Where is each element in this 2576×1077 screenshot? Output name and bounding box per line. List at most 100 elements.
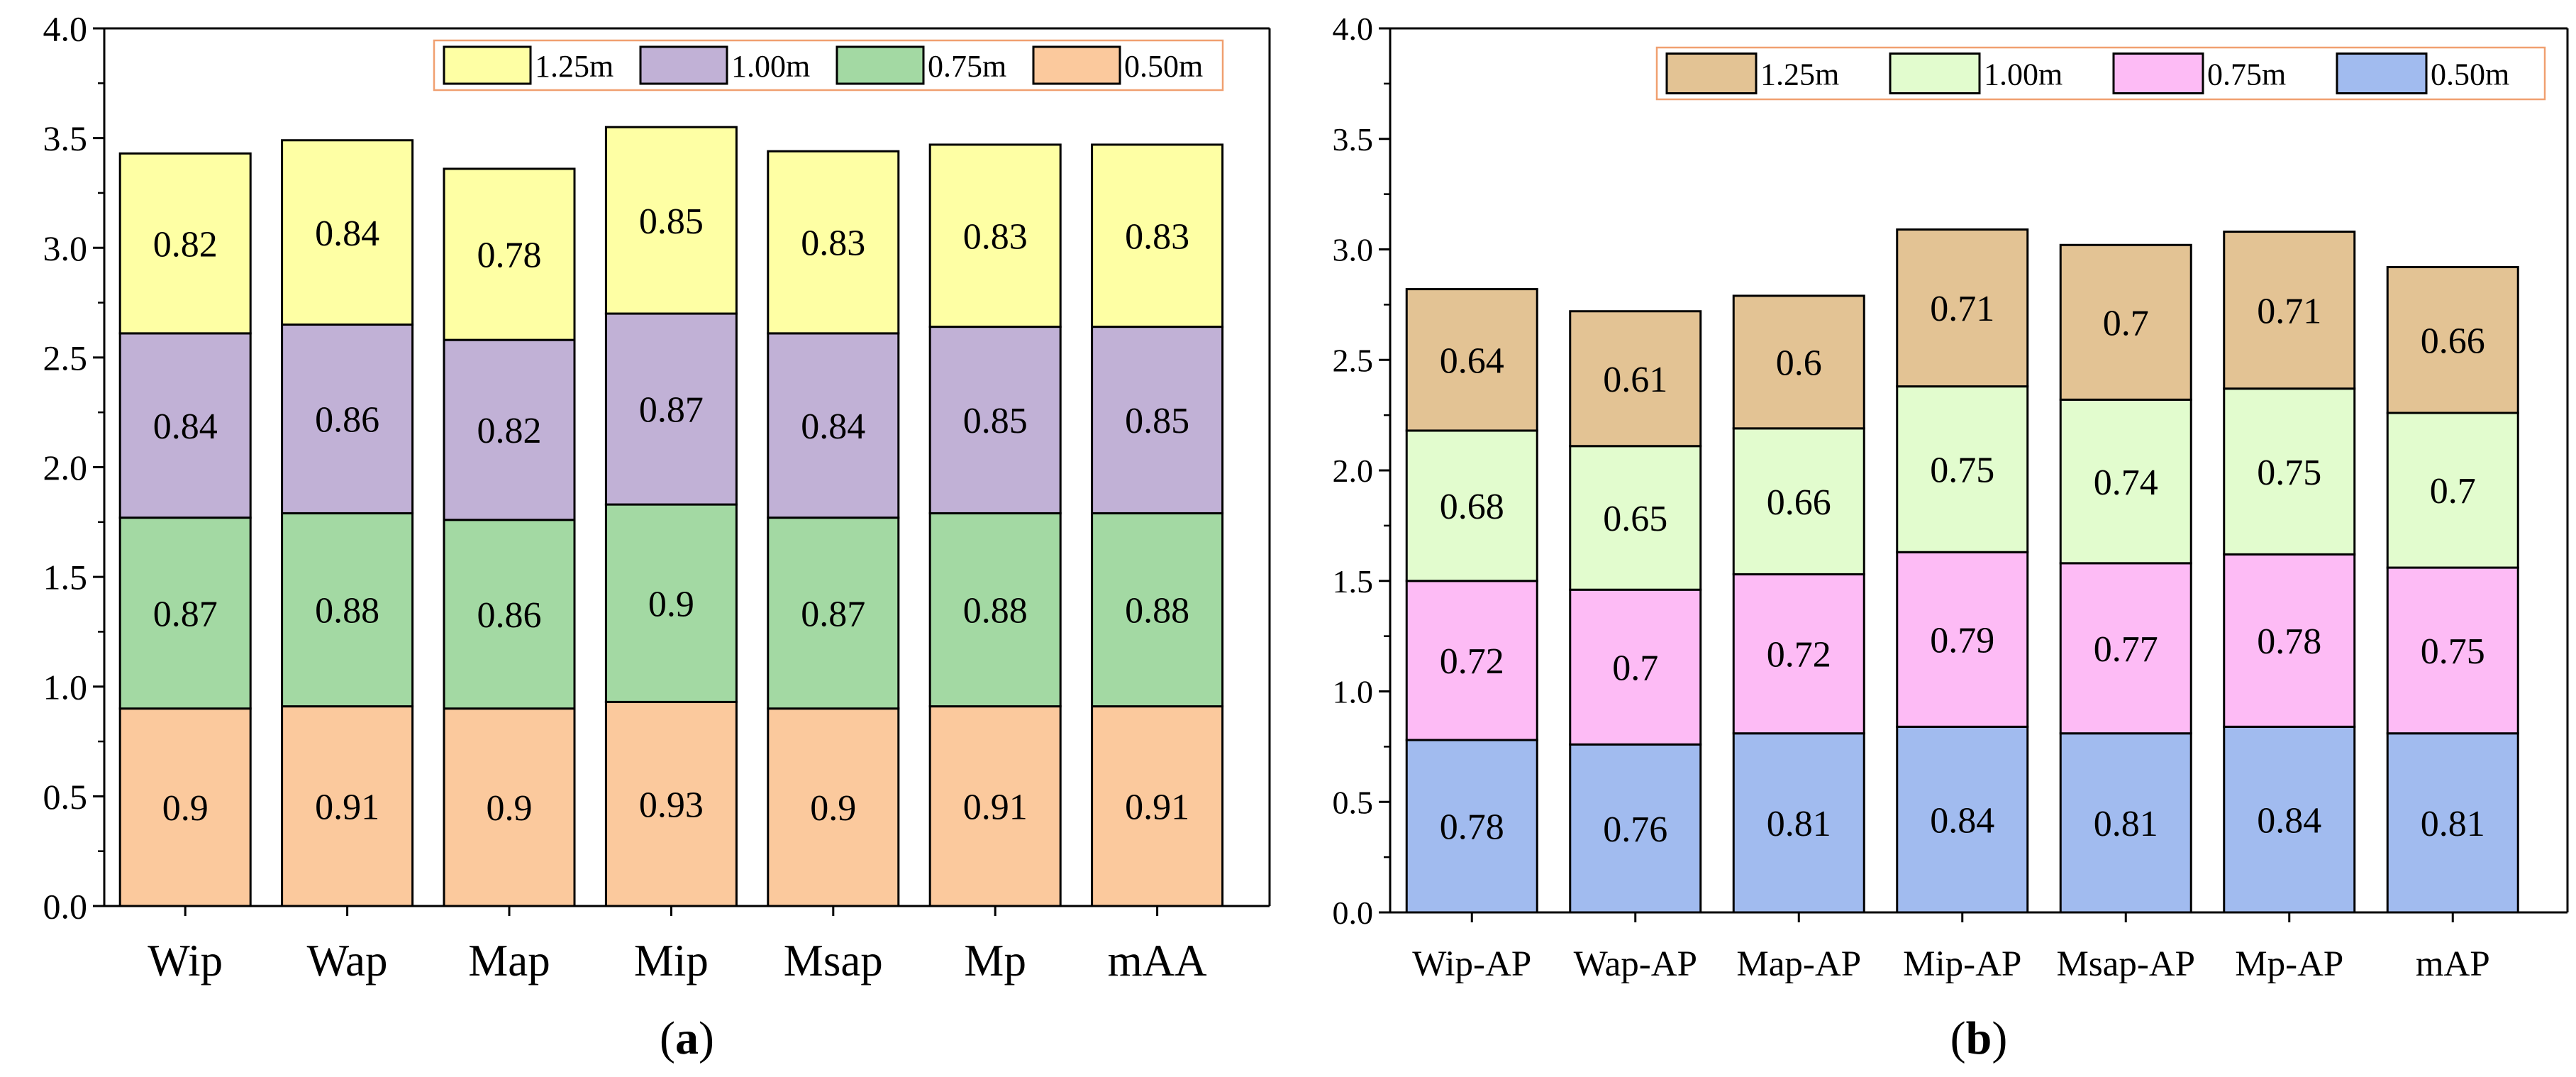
bar-segment [1896, 228, 2029, 388]
bar-segment [1896, 725, 2029, 914]
bar-segment [767, 332, 900, 519]
legend-swatch [2336, 53, 2428, 94]
data-label: 0.75 [2421, 631, 2485, 672]
data-label: 0.88 [315, 591, 379, 631]
bar-segment [1091, 705, 1224, 907]
data-label: 0.91 [1125, 787, 1189, 827]
legend-label: 1.25m [1760, 57, 1839, 92]
bar-segment [2386, 412, 2519, 569]
data-label: 0.81 [2421, 804, 2485, 844]
bar-segment [118, 707, 252, 907]
bar-segment [2059, 562, 2192, 735]
data-label: 0.7 [2103, 303, 2149, 343]
legend-swatch [835, 45, 925, 85]
bar-segment [281, 323, 414, 514]
y-tick-label: 4.0 [43, 9, 88, 49]
y-tick-label: 0.5 [43, 777, 88, 817]
data-label: 0.83 [1125, 216, 1189, 257]
x-tick-label: mAA [1108, 936, 1208, 985]
data-label: 0.78 [2257, 622, 2321, 662]
data-label: 0.85 [1125, 401, 1189, 441]
bar-segment [928, 326, 1062, 514]
bar-segment [1091, 143, 1224, 328]
x-tick-label: Mp [964, 936, 1026, 985]
bar-segment [928, 143, 1062, 328]
data-label: 0.9 [487, 788, 533, 829]
data-label: 0.87 [639, 390, 704, 431]
bar-segment [767, 150, 900, 335]
bar-segment [2059, 398, 2192, 565]
legend-label: 0.75m [2207, 57, 2286, 92]
bar-segment [767, 517, 900, 710]
bar-segment [1732, 732, 1865, 914]
x-tick-label: Wip-AP [1412, 944, 1531, 984]
bar-segment [604, 503, 738, 703]
bar-segment [2223, 231, 2356, 390]
legend-label: 1.00m [731, 49, 810, 84]
data-label: 0.72 [1767, 635, 1831, 675]
data-label: 0.74 [2094, 463, 2158, 503]
chart-panel-a: 0.9 0.87 0.84 0.82 Wip 0.91 0.88 0.86 0.84 Wap 0.9… [43, 9, 1271, 1064]
legend-label: 1.25m [535, 49, 614, 84]
bar-segment [443, 338, 576, 521]
data-label: 0.88 [1125, 591, 1189, 631]
data-label: 0.91 [315, 787, 379, 827]
bar-segment [604, 312, 738, 506]
y-tick-label: 2.0 [43, 448, 88, 487]
data-label: 0.71 [1930, 289, 1994, 329]
data-label: 0.75 [2257, 453, 2321, 493]
y-tick-label: 0.0 [43, 887, 88, 927]
bar-segment [2059, 243, 2192, 401]
data-label: 0.82 [153, 224, 218, 265]
y-tick-label: 3.0 [1333, 232, 1374, 268]
bar-segment [604, 126, 738, 315]
x-tick-label: Wip [148, 936, 223, 985]
data-label: 0.78 [477, 236, 542, 276]
data-label: 0.71 [2257, 291, 2321, 331]
data-label: 0.84 [315, 214, 379, 254]
data-label: 0.61 [1603, 360, 1667, 400]
data-label: 0.66 [2421, 321, 2485, 361]
bar-segment [2223, 725, 2356, 914]
bar-segment [2386, 732, 2519, 914]
legend-swatch [1889, 53, 1981, 94]
bar-segment [1091, 512, 1224, 708]
data-label: 0.84 [153, 407, 218, 447]
bar-segment [1732, 427, 1865, 575]
y-tick-label: 1.5 [43, 558, 88, 597]
y-tick-label: 1.5 [1333, 563, 1374, 600]
legend-swatch [1032, 45, 1121, 85]
x-tick-label: Mip [634, 936, 709, 985]
y-tick-label: 2.0 [1333, 453, 1374, 489]
legend-label: 0.50m [1124, 49, 1203, 84]
y-tick-label: 2.5 [1333, 342, 1374, 378]
y-tick-label: 2.5 [43, 338, 88, 377]
y-tick-label: 3.0 [43, 228, 88, 268]
data-label: 0.91 [963, 787, 1028, 827]
bar-segment [928, 512, 1062, 708]
bar-segment [281, 705, 414, 907]
bar-segment [281, 139, 414, 326]
x-tick-label: Mip-AP [1903, 944, 2021, 984]
data-label: 0.76 [1603, 810, 1667, 850]
data-label: 0.87 [153, 594, 218, 634]
x-tick-label: Mp-AP [2235, 944, 2343, 984]
bar-segment [118, 517, 252, 710]
chart-panel-b: 0.78 0.72 0.68 0.64 Wip-AP 0.76 0.7 0.65 0.61 Wap… [1333, 11, 2569, 1064]
panel-label: (a) [660, 1012, 714, 1064]
y-tick-label: 3.5 [1333, 121, 1374, 158]
bar-segment [118, 152, 252, 335]
bar-segment [1569, 310, 1702, 448]
data-label: 0.81 [2094, 804, 2158, 844]
legend-swatch [1665, 53, 1758, 94]
data-label: 0.85 [639, 201, 704, 242]
y-tick-label: 1.0 [1333, 674, 1374, 710]
data-label: 0.78 [1440, 807, 1504, 848]
bar-segment [2223, 553, 2356, 728]
bar-segment [1732, 294, 1865, 430]
data-label: 0.84 [2257, 800, 2321, 841]
data-label: 0.7 [2430, 471, 2476, 512]
bar-segment [443, 167, 576, 341]
bar-segment [281, 512, 414, 708]
